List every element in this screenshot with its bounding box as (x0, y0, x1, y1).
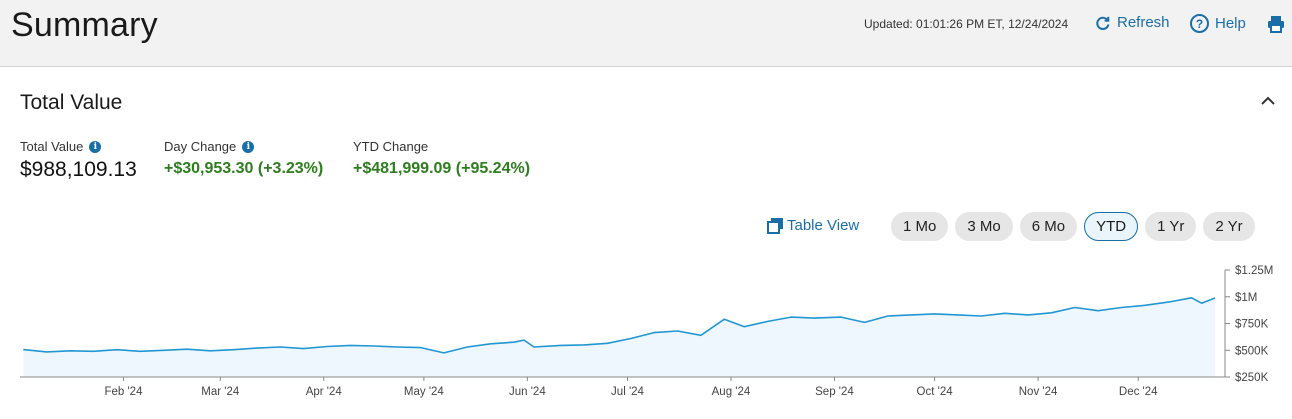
updated-timestamp: Updated: 01:01:26 PM ET, 12/24/2024 (864, 17, 1069, 31)
y-tick-label: $1M (1235, 292, 1257, 304)
metric-total-value: Total Value i $988,109.13 (20, 139, 137, 182)
y-tick-label: $750K (1235, 319, 1269, 331)
range-selector: 1 Mo 3 Mo 6 Mo YTD 1 Yr 2 Yr (891, 212, 1262, 241)
help-button[interactable]: ? Help (1190, 14, 1246, 33)
print-button[interactable] (1267, 15, 1285, 38)
table-view-icon (767, 218, 783, 234)
refresh-button[interactable]: Refresh (1095, 14, 1170, 31)
info-icon[interactable]: i (242, 140, 255, 153)
series-line (23, 297, 1216, 354)
x-tick-label: Feb '24 (104, 386, 143, 398)
header-bar: Summary Updated: 01:01:26 PM ET, 12/24/2… (0, 0, 1292, 67)
metric-label: YTD Change (353, 139, 429, 154)
range-button-6-mo[interactable]: 6 Mo (1019, 212, 1078, 241)
print-icon (1268, 16, 1284, 33)
series-area (23, 297, 1215, 377)
info-icon[interactable]: i (89, 140, 102, 153)
metric-day-change: Day Change i +$30,953.30 (+3.23%) (164, 139, 323, 178)
x-tick-label: Aug '24 (712, 386, 751, 398)
x-tick-label: Sep '24 (815, 386, 854, 398)
range-button-1-yr[interactable]: 1 Yr (1145, 212, 1197, 241)
chevron-up-icon (1261, 96, 1275, 105)
section-title: Total Value (20, 91, 123, 114)
x-tick-label: Dec '24 (1119, 386, 1158, 398)
metric-value: +$481,999.09 (+95.24%) (353, 160, 531, 177)
x-tick-label: Oct '24 (917, 386, 954, 398)
refresh-label: Refresh (1117, 14, 1170, 31)
page-title: Summary (11, 6, 158, 44)
metric-label: Total Value (20, 139, 84, 154)
table-view-button[interactable]: Table View (767, 217, 859, 234)
x-tick-label: Jun '24 (509, 386, 546, 398)
x-tick-label: May '24 (404, 386, 445, 398)
x-tick-label: Apr '24 (306, 386, 343, 398)
collapse-button[interactable] (1260, 94, 1276, 112)
x-tick-label: Mar '24 (201, 386, 240, 398)
range-button-1-mo[interactable]: 1 Mo (891, 212, 949, 241)
value-chart: $250K $500K $750K $1M $1.25M Feb '24 Mar '24 Ap… (20, 265, 1273, 398)
x-tick-label: Jul '24 (611, 386, 644, 398)
metric-value: +$30,953.30 (+3.23%) (164, 160, 324, 177)
metric-value: $988,109.13 (20, 158, 137, 181)
refresh-icon (1096, 16, 1110, 30)
range-button-2-yr[interactable]: 2 Yr (1203, 212, 1255, 241)
help-label: Help (1215, 15, 1246, 32)
range-button-3-mo[interactable]: 3 Mo (955, 212, 1013, 241)
x-tick-label: Nov '24 (1019, 386, 1058, 398)
table-view-label: Table View (787, 217, 860, 234)
metric-ytd-change: YTD Change +$481,999.09 (+95.24%) (353, 139, 530, 178)
y-tick-label: $250K (1235, 372, 1269, 384)
range-button-ytd[interactable]: YTD (1084, 212, 1139, 241)
y-tick-label: $500K (1235, 345, 1269, 357)
y-tick-label: $1.25M (1235, 265, 1273, 277)
help-icon: ? (1190, 14, 1209, 33)
metric-label: Day Change (164, 139, 237, 154)
